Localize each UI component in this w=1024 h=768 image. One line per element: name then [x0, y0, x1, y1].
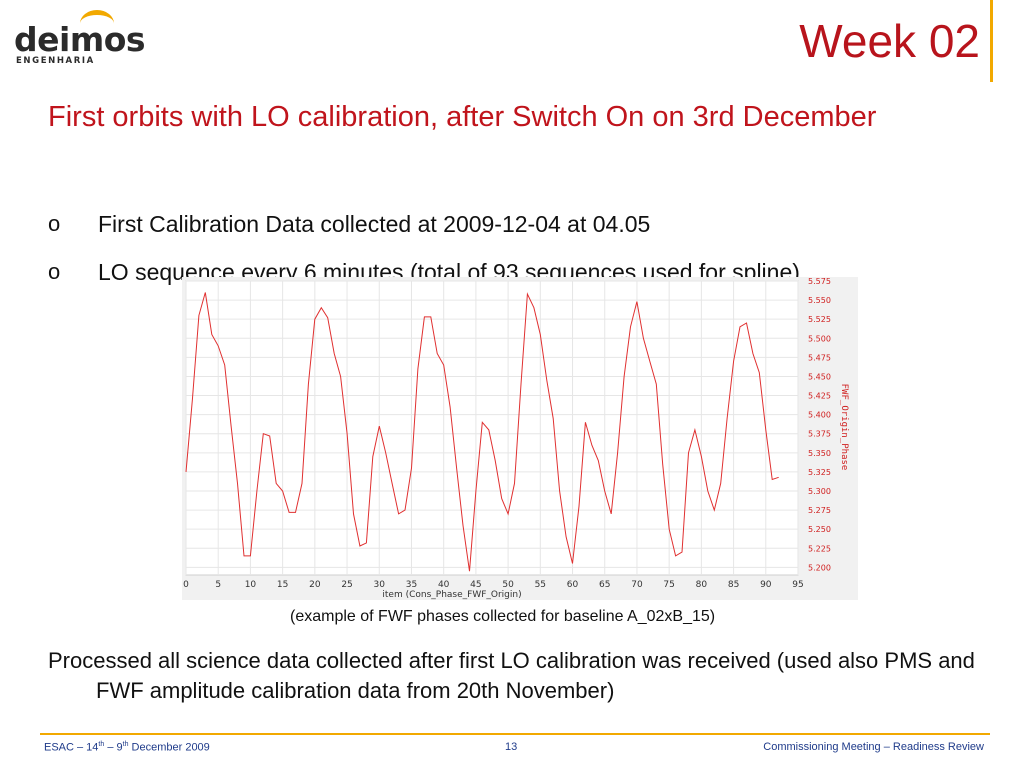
y-tick-label: 5.450 — [808, 372, 831, 381]
deimos-logo: deimos ENGENHARIA — [10, 8, 150, 70]
x-tick-label: 15 — [277, 580, 288, 590]
y-tick-label: 5.250 — [808, 525, 831, 534]
y-tick-label: 5.225 — [808, 544, 831, 553]
y-tick-label: 5.275 — [808, 506, 831, 515]
y-tick-label: 5.200 — [808, 563, 831, 572]
x-tick-label: 10 — [245, 580, 257, 590]
y-axis-label: FWF_Origin_Phase — [839, 384, 849, 471]
x-tick-label: 20 — [309, 580, 321, 590]
x-tick-label: 35 — [406, 580, 417, 590]
y-tick-label: 5.500 — [808, 334, 831, 343]
summary-paragraph: Processed all science data collected aft… — [48, 648, 975, 703]
slide-headline: First orbits with LO calibration, after … — [48, 101, 877, 133]
x-tick-label: 65 — [599, 580, 610, 590]
y-tick-label: 5.375 — [808, 430, 831, 439]
logo-arc-icon — [80, 10, 114, 37]
x-tick-label: 0 — [183, 580, 189, 590]
page-number: 13 — [505, 741, 518, 753]
fwf-phase-chart: 0 5 10 15 20 25 30 35 40 45 50 55 60 65 70 75 80 85 90 95 5.… — [182, 277, 858, 600]
y-tick-label: 5.425 — [808, 392, 831, 401]
x-tick-label: 50 — [502, 580, 514, 590]
y-tick-label: 5.350 — [808, 449, 831, 458]
y-tick-label: 5.525 — [808, 315, 831, 324]
x-tick-label: 40 — [438, 580, 450, 590]
y-tick-label: 5.575 — [808, 277, 831, 286]
series-line — [185, 292, 779, 572]
bullet-marker: o — [48, 259, 61, 284]
y-tick-label: 5.300 — [808, 487, 831, 496]
x-tick-label: 80 — [696, 580, 708, 590]
footer-divider — [40, 733, 990, 735]
x-tick-label: 90 — [760, 580, 772, 590]
x-tick-label: 75 — [663, 580, 674, 590]
x-tick-label: 70 — [631, 580, 643, 590]
footer-event: ESAC – 14th – 9th December 2009 — [44, 741, 210, 754]
logo-subtitle: ENGENHARIA — [16, 56, 95, 66]
logo-wordmark: deimos — [14, 20, 146, 59]
footer-meeting: Commissioning Meeting – Readiness Review — [763, 741, 984, 753]
x-tick-label: 45 — [470, 580, 481, 590]
header-divider — [990, 0, 993, 82]
bullet-text: First Calibration Data collected at 2009… — [98, 211, 651, 237]
bullet-item: o First Calibration Data collected at 20… — [48, 200, 988, 248]
y-tick-label: 5.400 — [808, 411, 831, 420]
slide-title: Week 02 — [799, 15, 980, 67]
x-tick-label: 25 — [341, 580, 352, 590]
x-axis-label: item (Cons_Phase_FWF_Origin) — [382, 590, 521, 600]
y-tick-label: 5.325 — [808, 468, 831, 477]
chart-caption: (example of FWF phases collected for bas… — [290, 608, 716, 625]
x-tick-label: 60 — [567, 580, 579, 590]
x-tick-label: 95 — [792, 580, 803, 590]
x-tick-label: 85 — [728, 580, 739, 590]
x-tick-label: 30 — [374, 580, 386, 590]
plot-area — [185, 280, 799, 576]
x-tick-label: 5 — [215, 580, 221, 590]
bullet-marker: o — [48, 211, 61, 236]
x-tick-label: 55 — [535, 580, 546, 590]
y-tick-label: 5.475 — [808, 353, 831, 362]
y-tick-label: 5.550 — [808, 296, 831, 305]
